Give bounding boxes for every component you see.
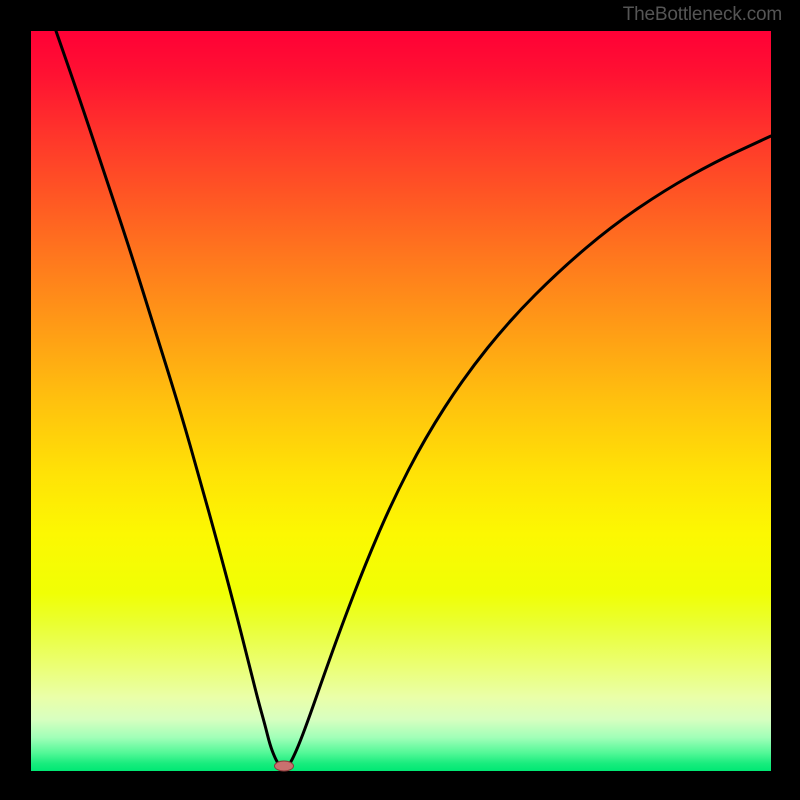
curve-left-branch	[56, 31, 279, 765]
bottleneck-curve	[31, 31, 771, 771]
minimum-marker	[274, 761, 294, 772]
watermark-label: TheBottleneck.com	[623, 4, 782, 26]
chart-container: TheBottleneck.com	[0, 0, 800, 800]
plot-area	[31, 31, 771, 771]
curve-right-branch	[289, 136, 771, 765]
